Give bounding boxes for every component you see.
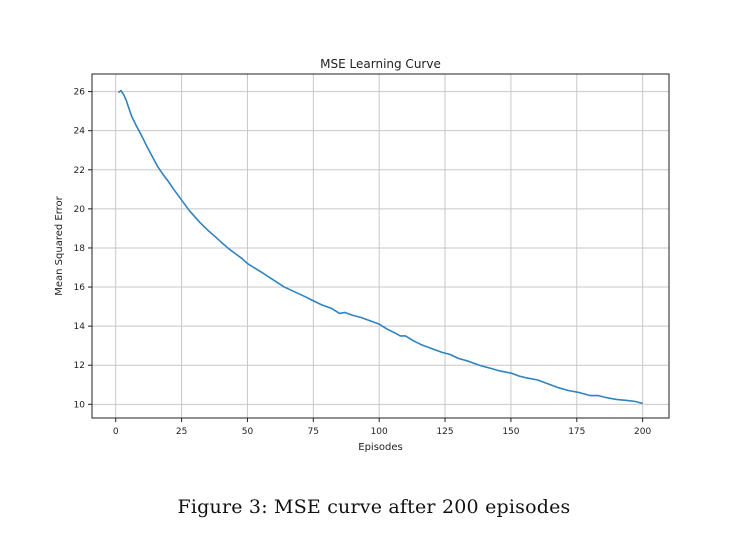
y-tick-label: 12 — [74, 361, 85, 371]
figure-caption: Figure 3: MSE curve after 200 episodes — [177, 496, 571, 518]
x-tick-label: 50 — [242, 427, 254, 437]
y-axis-label: Mean Squared Error — [54, 195, 65, 295]
y-tick-label: 26 — [74, 88, 86, 98]
y-tick-label: 22 — [74, 166, 85, 176]
mse-series-line — [117, 89, 643, 405]
y-tick-label: 16 — [74, 283, 86, 293]
x-tick-label: 0 — [113, 427, 119, 437]
chart-title: MSE Learning Curve — [320, 57, 441, 71]
y-tick-label: 20 — [74, 205, 86, 215]
mse-line-chart: 0 25 50 75 100 125 150 175 200 10 12 14 16 18 20 22 24 26… — [54, 57, 670, 453]
y-tick-label: 18 — [74, 244, 86, 254]
grid-layer — [92, 74, 669, 418]
x-tick-label: 200 — [634, 427, 651, 437]
x-tick-label: 125 — [436, 427, 453, 437]
y-tick-label: 14 — [74, 322, 86, 332]
x-tick-label: 75 — [308, 427, 319, 437]
y-tick-label: 24 — [74, 127, 86, 137]
x-tick-label: 25 — [176, 427, 187, 437]
x-tick-label: 100 — [371, 427, 388, 437]
x-tick-label: 175 — [568, 427, 585, 437]
y-tick-label: 10 — [74, 400, 86, 410]
tick-layer: 0 25 50 75 100 125 150 175 200 10 12 14 16 18 20 22 24 26 — [74, 88, 652, 437]
x-axis-label: Episodes — [358, 442, 402, 453]
plot-area-frame — [91, 73, 670, 419]
x-tick-label: 150 — [502, 427, 519, 437]
